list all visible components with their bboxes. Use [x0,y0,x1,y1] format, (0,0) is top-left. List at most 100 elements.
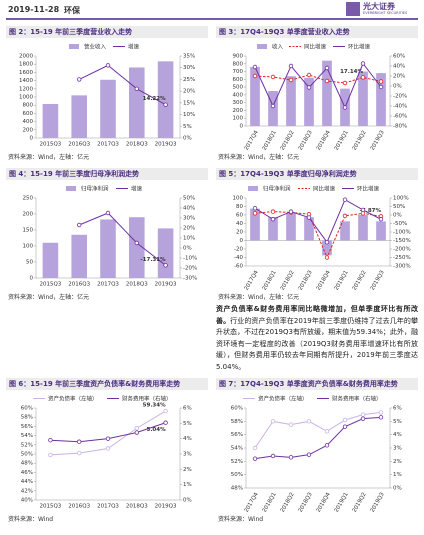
y-tick-label: -40 [234,255,243,261]
bar [322,60,332,126]
y-tick-label: 900 [233,54,244,60]
figure-source: 资料来源：Wind，左轴：亿元 [8,294,90,301]
y2-tick-label: -100% [393,230,411,236]
y-tick-label: 800 [233,61,244,67]
point [134,240,139,246]
y-tick-label: 1800 [19,62,33,68]
point [270,74,276,80]
y-tick-label: 0 [240,124,244,130]
legend-swatch [66,186,76,191]
x-tick-label: 2018Q3 [126,282,148,288]
y-tick-label: 150 [23,228,34,234]
y-tick-label: 0 [30,136,34,142]
y-tick-label: 2000 [19,54,33,60]
point [252,206,258,211]
value-label: 17.14% [340,69,363,75]
bar [268,217,278,241]
bar [100,79,116,138]
point [306,72,312,78]
legend-label: 资产负债率（左轴） [48,395,98,403]
point [360,412,366,417]
x-tick-label: 2016Q3 [68,142,90,148]
bar [304,217,314,241]
y2-tick-label: -200% [393,247,411,253]
y2-tick-label: 25% [183,77,195,83]
y2-tick-label: -150% [393,238,411,244]
point [252,456,258,461]
x-tick-label: 2018Q3 [126,504,148,510]
x-tick-label: 2019Q3 [370,269,386,290]
legend-label: 财务费用率（右轴） [332,395,382,403]
bar [322,240,332,256]
figure-source: 资料来源：Wind，左轴：亿元 [8,154,90,161]
y2-tick-label: 0% [183,136,192,142]
point [252,211,258,216]
bar [304,77,314,126]
figure-source: 资料来源：Wind，左轴：亿元 [218,294,300,301]
y2-tick-label: 30% [183,65,195,71]
point [378,217,384,222]
y-tick-label: 300 [233,100,244,106]
x-tick-label: 2015Q3 [39,504,61,510]
bar [250,66,260,126]
y2-tick-label: 20% [393,74,405,80]
y2-tick-label: 3% [393,446,402,452]
y-tick-label: 200 [23,127,34,133]
point [342,424,348,429]
point [270,419,276,424]
x-tick-label: 2017Q3 [97,142,119,148]
y2-tick-label: 3% [183,452,192,458]
x-tick-label: 2017Q3 [97,282,119,288]
bar [358,215,368,241]
y-tick-label: 48% [231,486,243,492]
y-tick-label: 1000 [19,95,33,101]
legend-swatch [257,44,267,49]
y2-tick-label: 40% [183,206,195,212]
figure-source: 资料来源：Wind，左轴：亿元 [218,154,300,161]
legend-swatch [69,44,79,49]
point [163,408,168,414]
value-label: -7.87% [360,208,382,214]
y-tick-label: 48% [21,461,33,467]
point [252,73,258,79]
y-tick-label: 600 [233,77,244,83]
point [306,215,312,220]
y-tick-label: 60 [236,213,243,219]
x-tick-label: 2016Q3 [68,282,90,288]
value-label: 5.04% [147,427,167,433]
y2-tick-label: 6% [183,406,192,412]
y2-tick-label: 5% [183,124,192,130]
y-tick-label: 1600 [19,70,33,76]
y-tick-label: 52% [21,442,33,448]
point [163,102,168,107]
point [342,417,348,423]
y2-tick-label: -80% [393,124,407,130]
logo-text: 光大证券 [363,2,395,11]
point [306,85,312,90]
y2-tick-label: 5% [183,421,192,427]
point [163,420,168,425]
y2-tick-label: 1% [393,472,402,478]
y2-tick-label: 1% [183,482,192,488]
y2-tick-label: -60% [393,114,407,120]
legend-label: 环比增速 [357,185,380,193]
y2-tick-label: 50% [393,204,405,210]
x-tick-label: 2018Q1 [262,130,278,150]
point [378,410,384,415]
y2-tick-label: 0% [183,498,192,504]
figure-source: 资料来源：Wind [8,516,54,523]
y-tick-label: 44% [21,479,33,485]
legend-label: 归母净利润 [263,185,291,193]
y-tick-label: 58% [231,419,243,425]
y-tick-label: 200 [23,212,34,218]
bar [358,71,368,126]
x-tick-label: 2018Q2 [280,270,296,290]
y2-tick-label: 6% [393,406,402,412]
y2-tick-label: 10% [183,236,195,242]
chart: -60 -40 -20 0 20 40 60 80 100 -300% -250% -200% -150… [233,185,411,291]
header-sector: 环保 [64,6,80,15]
x-tick-label: 2019Q2 [352,130,368,150]
line [254,211,382,259]
x-tick-label: 2019Q3 [155,504,177,510]
point [342,213,348,219]
